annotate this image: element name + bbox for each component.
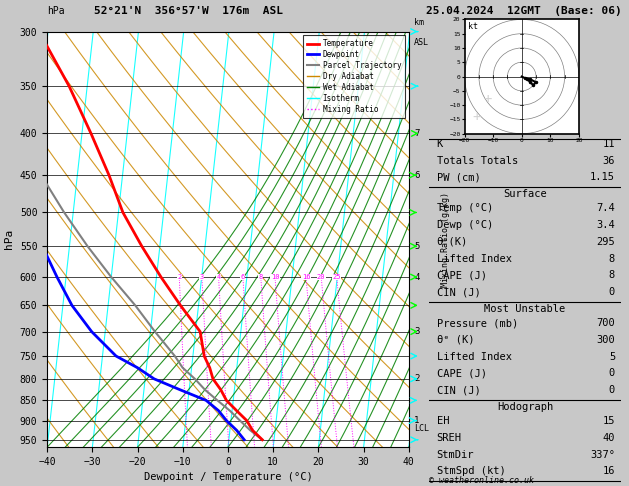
Text: 6: 6: [415, 171, 420, 180]
Text: 10: 10: [270, 274, 279, 280]
Text: 8: 8: [259, 274, 263, 280]
Text: 295: 295: [596, 237, 615, 247]
Text: 16: 16: [302, 274, 310, 280]
Text: CIN (J): CIN (J): [437, 287, 481, 297]
Text: 20: 20: [317, 274, 325, 280]
Text: 7.4: 7.4: [596, 203, 615, 213]
Text: 8: 8: [609, 254, 615, 263]
Text: Hodograph: Hodograph: [497, 402, 553, 412]
Text: Dewp (°C): Dewp (°C): [437, 220, 493, 230]
Text: 3: 3: [415, 327, 420, 336]
Text: θᵉ (K): θᵉ (K): [437, 335, 474, 345]
Text: km: km: [415, 18, 425, 27]
Text: 40: 40: [603, 433, 615, 443]
Text: PW (cm): PW (cm): [437, 173, 481, 182]
X-axis label: Dewpoint / Temperature (°C): Dewpoint / Temperature (°C): [143, 472, 313, 483]
Text: 700: 700: [596, 318, 615, 328]
Text: θᵉ(K): θᵉ(K): [437, 237, 468, 247]
Text: 2: 2: [177, 274, 181, 280]
Text: 6: 6: [241, 274, 245, 280]
Text: StmDir: StmDir: [437, 450, 474, 459]
Text: 2: 2: [415, 374, 420, 383]
Text: 3.4: 3.4: [596, 220, 615, 230]
Text: Lifted Index: Lifted Index: [437, 254, 511, 263]
Text: 3: 3: [200, 274, 204, 280]
Text: EH: EH: [437, 416, 449, 426]
Text: 16: 16: [603, 466, 615, 476]
Text: 52°21'N  356°57'W  176m  ASL: 52°21'N 356°57'W 176m ASL: [94, 5, 283, 16]
Text: © weatheronline.co.uk: © weatheronline.co.uk: [429, 476, 534, 485]
Text: Surface: Surface: [503, 189, 547, 199]
Text: CIN (J): CIN (J): [437, 385, 481, 395]
Text: 337°: 337°: [590, 450, 615, 459]
Text: CAPE (J): CAPE (J): [437, 270, 487, 280]
Text: 5: 5: [609, 351, 615, 362]
Text: kt: kt: [467, 22, 477, 31]
Text: 36: 36: [603, 156, 615, 166]
Text: 5: 5: [415, 242, 420, 251]
Text: Pressure (mb): Pressure (mb): [437, 318, 518, 328]
Text: SREH: SREH: [437, 433, 462, 443]
Text: Lifted Index: Lifted Index: [437, 351, 511, 362]
Text: StmSpd (kt): StmSpd (kt): [437, 466, 506, 476]
Text: hPa: hPa: [47, 5, 65, 16]
Text: +: +: [472, 109, 481, 123]
Text: 0: 0: [609, 287, 615, 297]
Text: CAPE (J): CAPE (J): [437, 368, 487, 378]
Text: 25.04.2024  12GMT  (Base: 06): 25.04.2024 12GMT (Base: 06): [426, 5, 622, 16]
Text: 0: 0: [609, 385, 615, 395]
Legend: Temperature, Dewpoint, Parcel Trajectory, Dry Adiabat, Wet Adiabat, Isotherm, Mi: Temperature, Dewpoint, Parcel Trajectory…: [303, 35, 405, 118]
Y-axis label: hPa: hPa: [4, 229, 14, 249]
Text: K: K: [437, 139, 443, 149]
Text: Mixing Ratio (g/kg): Mixing Ratio (g/kg): [440, 192, 450, 287]
Text: 4: 4: [216, 274, 221, 280]
Text: 300: 300: [596, 335, 615, 345]
Text: +: +: [483, 92, 492, 106]
Text: 15: 15: [603, 416, 615, 426]
Text: 8: 8: [609, 270, 615, 280]
Text: 7: 7: [415, 129, 420, 138]
Text: 0: 0: [609, 368, 615, 378]
Text: 1: 1: [415, 416, 420, 425]
Text: Temp (°C): Temp (°C): [437, 203, 493, 213]
Text: Most Unstable: Most Unstable: [484, 304, 565, 314]
Text: ASL: ASL: [415, 38, 429, 47]
Text: 1.15: 1.15: [590, 173, 615, 182]
Text: 11: 11: [603, 139, 615, 149]
Text: 4: 4: [415, 273, 420, 281]
Text: Totals Totals: Totals Totals: [437, 156, 518, 166]
Text: 25: 25: [333, 274, 341, 280]
Text: LCL: LCL: [415, 424, 429, 433]
